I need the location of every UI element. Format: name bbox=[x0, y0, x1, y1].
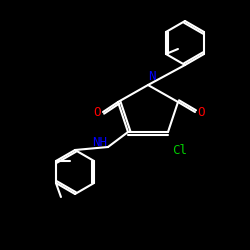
Text: O: O bbox=[93, 106, 101, 118]
Text: NH: NH bbox=[92, 136, 108, 149]
Text: O: O bbox=[197, 106, 205, 118]
Text: Cl: Cl bbox=[172, 144, 188, 156]
Text: N: N bbox=[148, 70, 156, 84]
